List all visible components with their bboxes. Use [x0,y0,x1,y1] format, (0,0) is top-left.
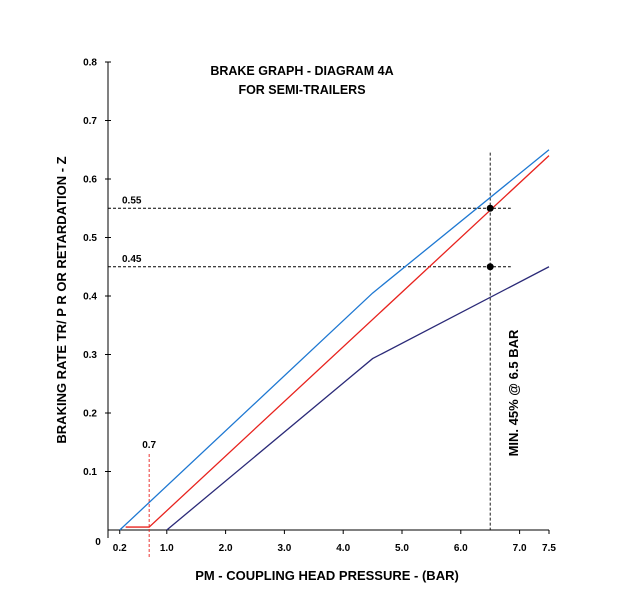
y-axis-label: BRAKING RATE TR/ P R OR RETARDATION - Z [54,156,69,443]
y-tick-label: 0.6 [83,175,97,186]
reference-line-label: 0.45 [122,254,142,265]
min-requirement-label: MIN. 45% @ 6.5 BAR [506,329,521,456]
y-tick-label: 0.5 [83,233,97,244]
x-tick-label: 5.0 [395,543,409,554]
series-line-lower-limit [166,266,550,531]
x-tick-label: 1.0 [160,543,174,554]
x-tick-label: 6.0 [454,543,468,554]
x-axis-label: PM - COUPLING HEAD PRESSURE - (BAR) [195,568,459,583]
y-tick-label: 0.3 [83,350,97,361]
x-tick-label: 7.0 [513,543,527,554]
x-tick-label: 2.0 [219,543,233,554]
y-tick-label: 0.2 [83,409,97,420]
data-point-marker [486,204,494,212]
y-tick-label: 0.1 [83,467,97,478]
data-point-marker [486,263,494,271]
x-tick-label: 7.5 [542,543,556,554]
x-tick-label: 4.0 [336,543,350,554]
y-tick-label: 0.8 [83,58,97,69]
origin-label: 0 [95,537,101,548]
series-line-upper-limit [119,149,550,531]
series-line-middle-line [125,155,550,528]
chart-title-line-2: FOR SEMI-TRAILERS [238,83,365,97]
x-tick-label: 0.2 [113,543,127,554]
y-tick-label: 0.7 [83,116,97,127]
reference-line-label: 0.55 [122,195,142,206]
chart-title-line-1: BRAKE GRAPH - DIAGRAM 4A [210,64,393,78]
threshold-label: 0.7 [142,440,156,451]
y-tick-label: 0.4 [83,292,97,303]
x-tick-label: 3.0 [277,543,291,554]
